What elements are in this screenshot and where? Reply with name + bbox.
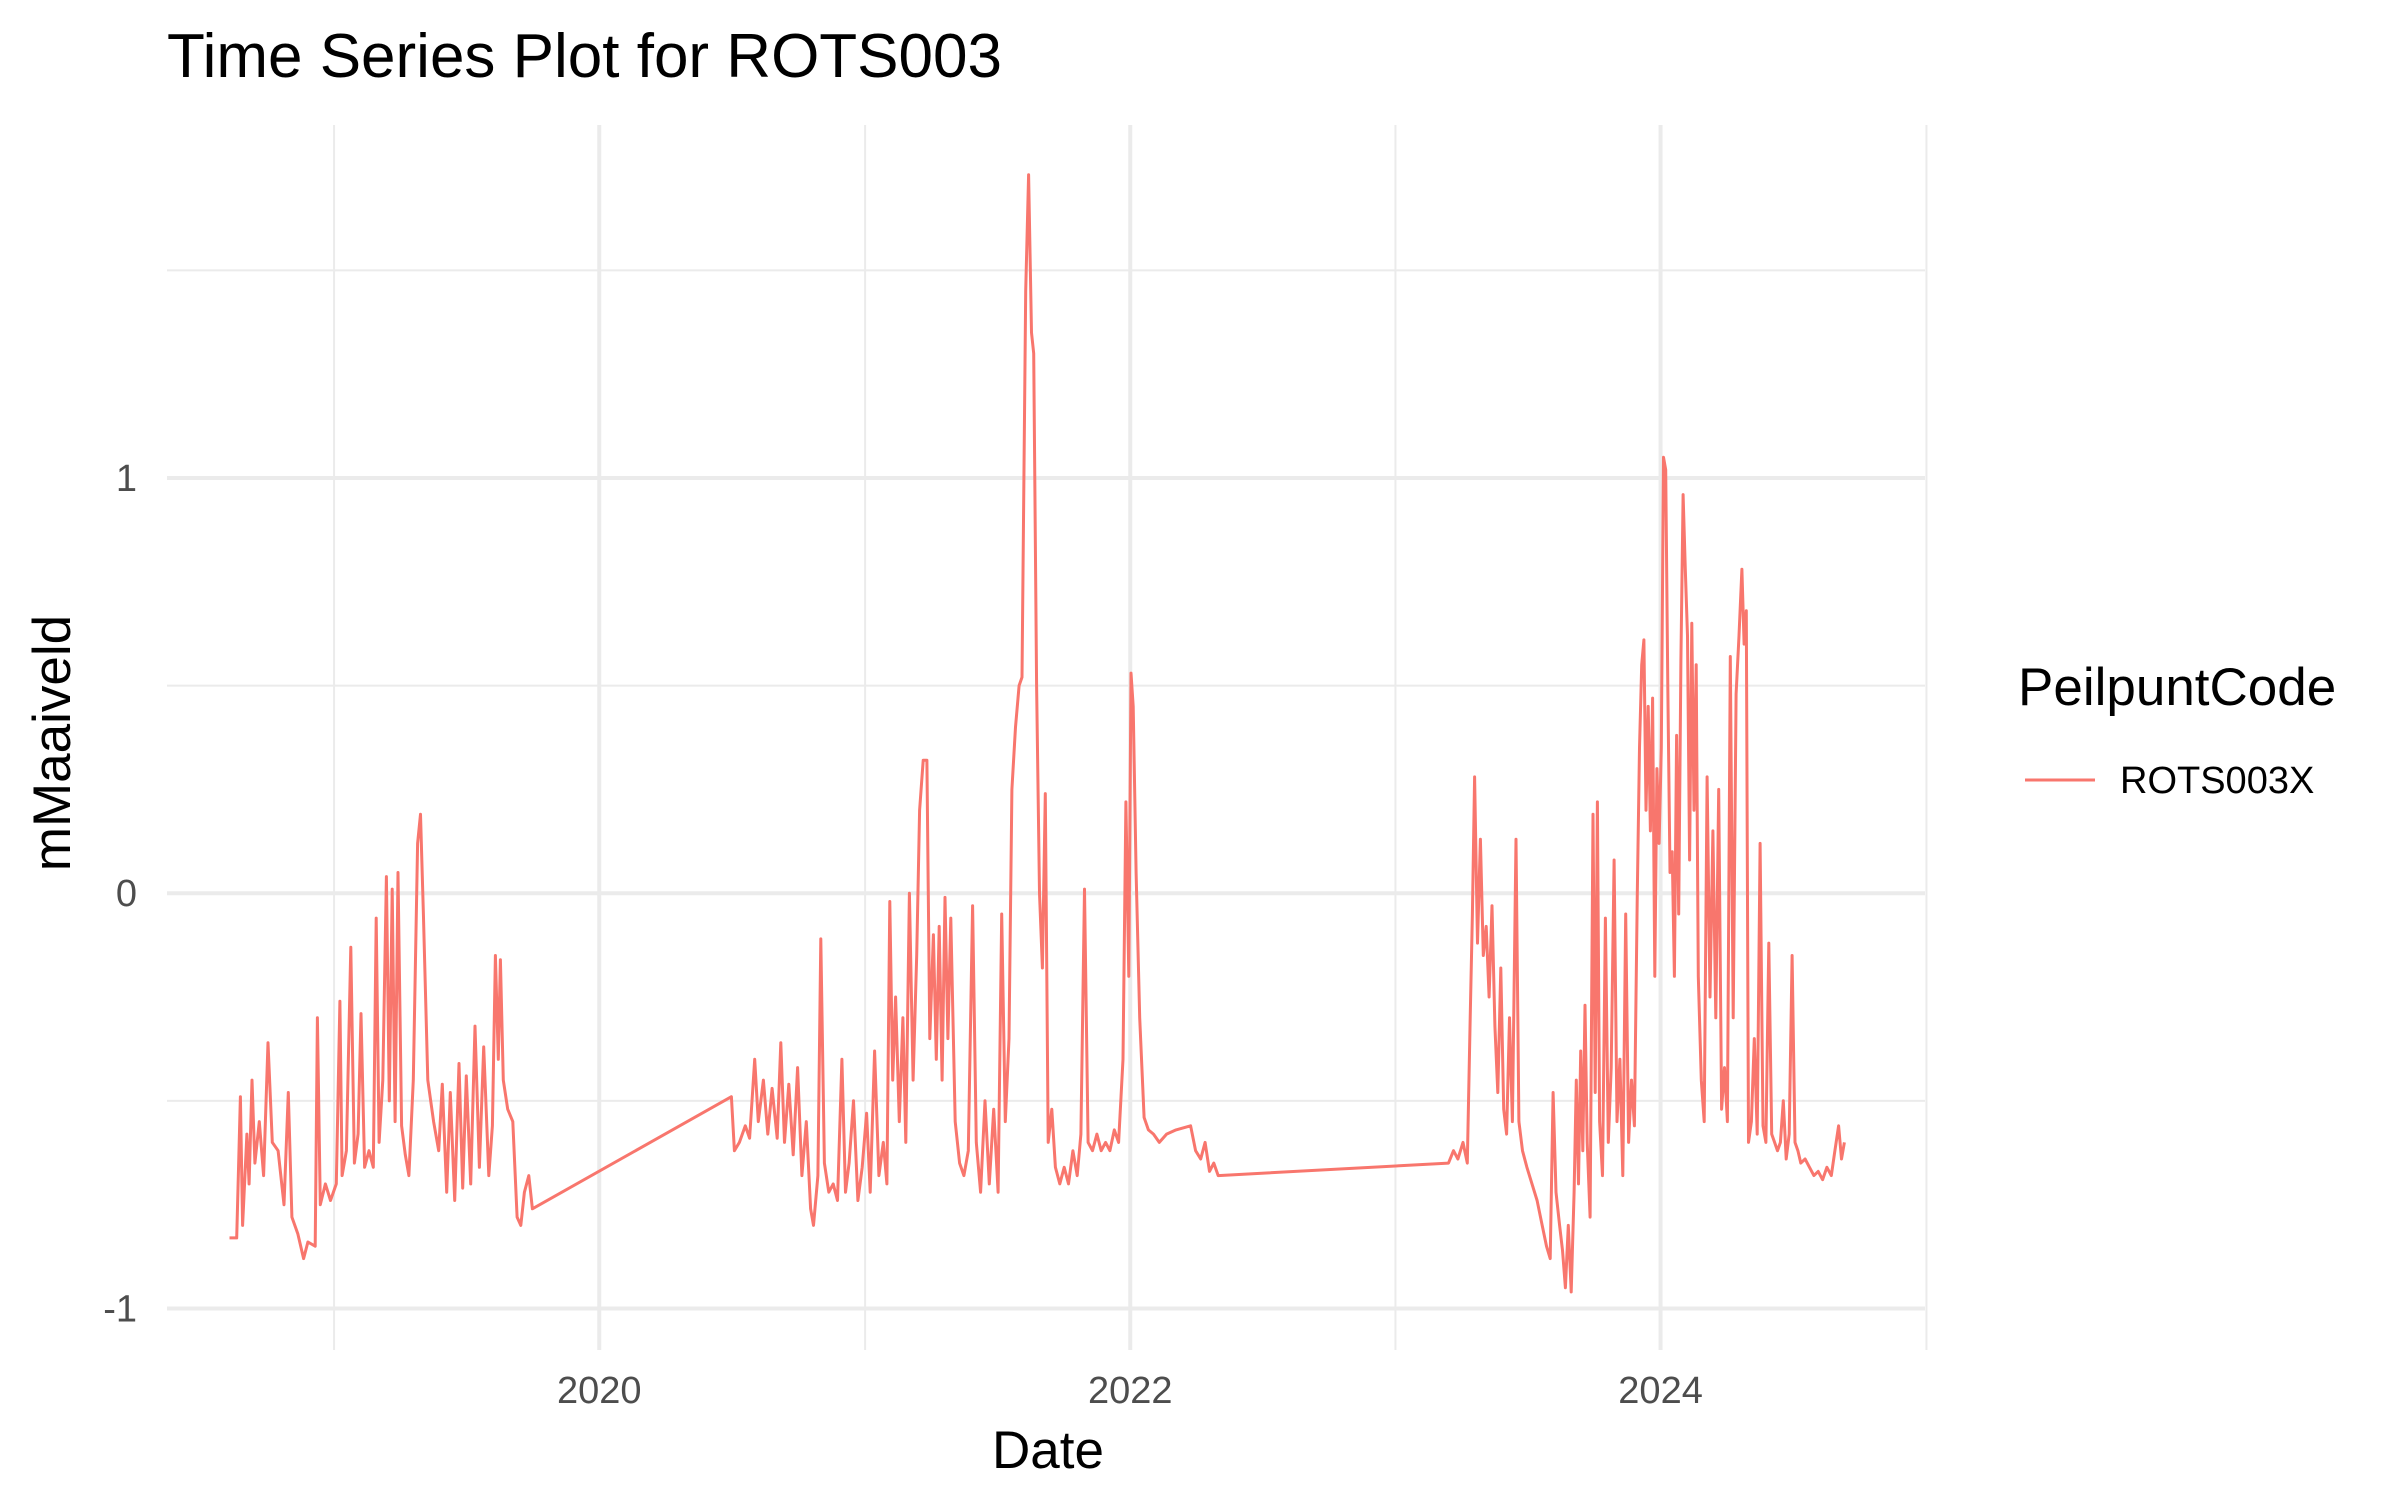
chart-title: Time Series Plot for ROTS003	[167, 22, 1002, 91]
x-tick-label: 2020	[557, 1370, 642, 1412]
x-tick-label: 2024	[1618, 1370, 1703, 1412]
x-tick-label: 2022	[1088, 1370, 1173, 1412]
y-tick-label: -1	[103, 1288, 137, 1330]
y-axis-ticks: -1 0 1	[103, 458, 137, 1331]
y-axis-title: mMaaiveld	[23, 615, 82, 871]
series-line-rots003x	[229, 173, 1846, 1294]
legend-title: PeilpuntCode	[2018, 658, 2336, 717]
x-axis-ticks: 2020 2022 2024	[557, 1370, 1703, 1412]
legend: PeilpuntCode ROTS003X	[2018, 658, 2336, 802]
y-tick-label: 0	[116, 873, 137, 915]
x-axis-title: Date	[992, 1421, 1104, 1480]
legend-label-rots003x: ROTS003X	[2120, 760, 2314, 802]
y-tick-label: 1	[116, 458, 137, 500]
